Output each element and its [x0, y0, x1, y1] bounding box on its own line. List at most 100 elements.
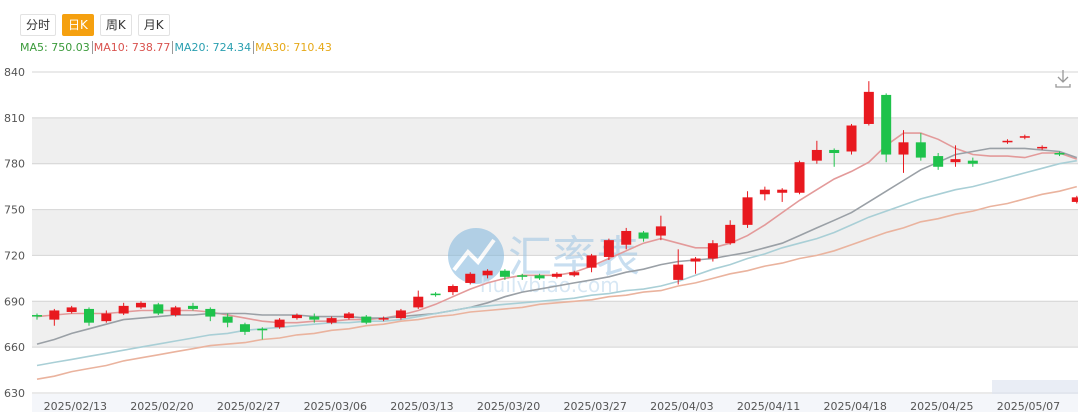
x-tick-label: 2025/03/13: [390, 400, 453, 413]
candle-body: [898, 142, 909, 155]
candle-body: [742, 197, 753, 225]
y-tick-label: 630: [4, 387, 25, 400]
watermark-logo-line: [452, 238, 496, 272]
candle-body: [811, 149, 822, 161]
candle-body: [378, 318, 389, 320]
legend-entry: MA5: 750.03: [20, 41, 90, 54]
candle-body: [49, 310, 60, 320]
candle-body: [170, 307, 181, 316]
candle-body: [1054, 153, 1065, 155]
y-tick-label: 720: [4, 249, 25, 262]
candle-body: [153, 304, 164, 314]
candle-body: [967, 160, 978, 164]
candle-body: [707, 243, 718, 259]
legend: MA5: 750.03 MA10: 738.77 MA20: 724.34 MA30:…: [20, 41, 332, 54]
candle-body: [881, 94, 892, 155]
period-tabs: 分时 日K 周K 月K: [20, 14, 170, 36]
x-tick-label: 2025/03/06: [304, 400, 367, 413]
candle-body: [915, 142, 926, 158]
candle-body: [309, 316, 320, 320]
x-tick-label: 2025/02/27: [217, 400, 280, 413]
candle-body: [551, 273, 562, 277]
candle-body: [829, 149, 840, 154]
y-tick-label: 660: [4, 341, 25, 354]
candle-body: [32, 315, 42, 317]
candle-body: [257, 328, 268, 331]
navigator: [32, 394, 1078, 412]
candle-body: [395, 310, 406, 319]
legend-entry: MA20: 724.34: [172, 41, 252, 54]
candle-body: [933, 156, 944, 167]
x-axis: 2025/02/13 2025/02/20 2025/02/27 2025/03/06…: [44, 400, 1061, 413]
x-tick-label: 2025/04/11: [737, 400, 800, 413]
candle-body: [586, 255, 597, 268]
x-tick-label: 2025/05/07: [997, 400, 1060, 413]
candle-body: [465, 273, 476, 283]
candle-body: [725, 224, 736, 244]
download-icon[interactable]: [1055, 70, 1071, 88]
candle-body: [1037, 146, 1048, 149]
x-tick-label: 2025/04/03: [650, 400, 713, 413]
candle-body: [759, 189, 770, 195]
band: [32, 209, 1078, 256]
candle-body: [950, 159, 961, 163]
x-tick-label: 2025/04/18: [823, 400, 886, 413]
y-tick-label: 780: [4, 158, 25, 171]
x-tick-label: 2025/04/25: [910, 400, 973, 413]
candle-body: [274, 319, 285, 328]
legend-entry: MA10: 738.77: [91, 41, 171, 54]
candle-body: [638, 232, 649, 239]
x-tick-label: 2025/03/27: [564, 400, 627, 413]
x-tick-label: 2025/02/13: [44, 400, 107, 413]
ma-line: [36, 159, 1077, 367]
candle-body: [499, 270, 510, 277]
y-tick-label: 690: [4, 295, 25, 308]
ma-line: [36, 185, 1078, 380]
y-tick-label: 750: [4, 204, 25, 217]
watermark-logo: [448, 228, 504, 284]
candle-body: [326, 318, 337, 323]
watermark-site: huilvbiao.com: [480, 273, 620, 297]
tab[interactable]: 分时: [20, 14, 57, 36]
candle-body: [101, 313, 112, 322]
candle-body: [603, 240, 614, 257]
candle-body: [239, 324, 250, 332]
download-glyph: [1055, 70, 1071, 88]
y-tick-label: 810: [4, 112, 25, 125]
candle-body: [534, 275, 545, 279]
candle-body: [517, 275, 528, 277]
tab[interactable]: 日K: [62, 14, 94, 36]
candle-body: [291, 315, 302, 319]
candle-body: [1002, 140, 1013, 143]
candle-body: [846, 125, 857, 152]
tab[interactable]: 月K: [137, 14, 170, 36]
tab[interactable]: 周K: [99, 14, 132, 36]
candle-body: [222, 316, 233, 323]
candle-body: [343, 313, 354, 319]
candle-body: [66, 307, 77, 312]
candle-body: [794, 162, 805, 193]
candle-body: [118, 305, 129, 314]
candle-body: [621, 230, 632, 245]
candle-body: [655, 226, 666, 236]
candle-body: [1071, 197, 1078, 202]
candle-body: [447, 286, 458, 293]
candle-body: [673, 264, 684, 280]
candle-body: [135, 302, 146, 308]
candle-body: [569, 272, 580, 276]
candle-body: [187, 305, 198, 309]
y-tick-label: 840: [4, 66, 25, 79]
candle-body: [430, 293, 441, 296]
candle-body: [1019, 136, 1030, 138]
candle-body: [690, 258, 701, 262]
candle-body: [482, 270, 493, 276]
candle-body: [777, 189, 788, 193]
candle-body: [361, 316, 372, 323]
candle-body: [413, 296, 424, 308]
candle-body: [205, 308, 216, 317]
candle-body: [83, 308, 94, 323]
candle-body: [863, 91, 874, 124]
candles: [32, 81, 1078, 340]
x-tick-label: 2025/03/20: [477, 400, 540, 413]
